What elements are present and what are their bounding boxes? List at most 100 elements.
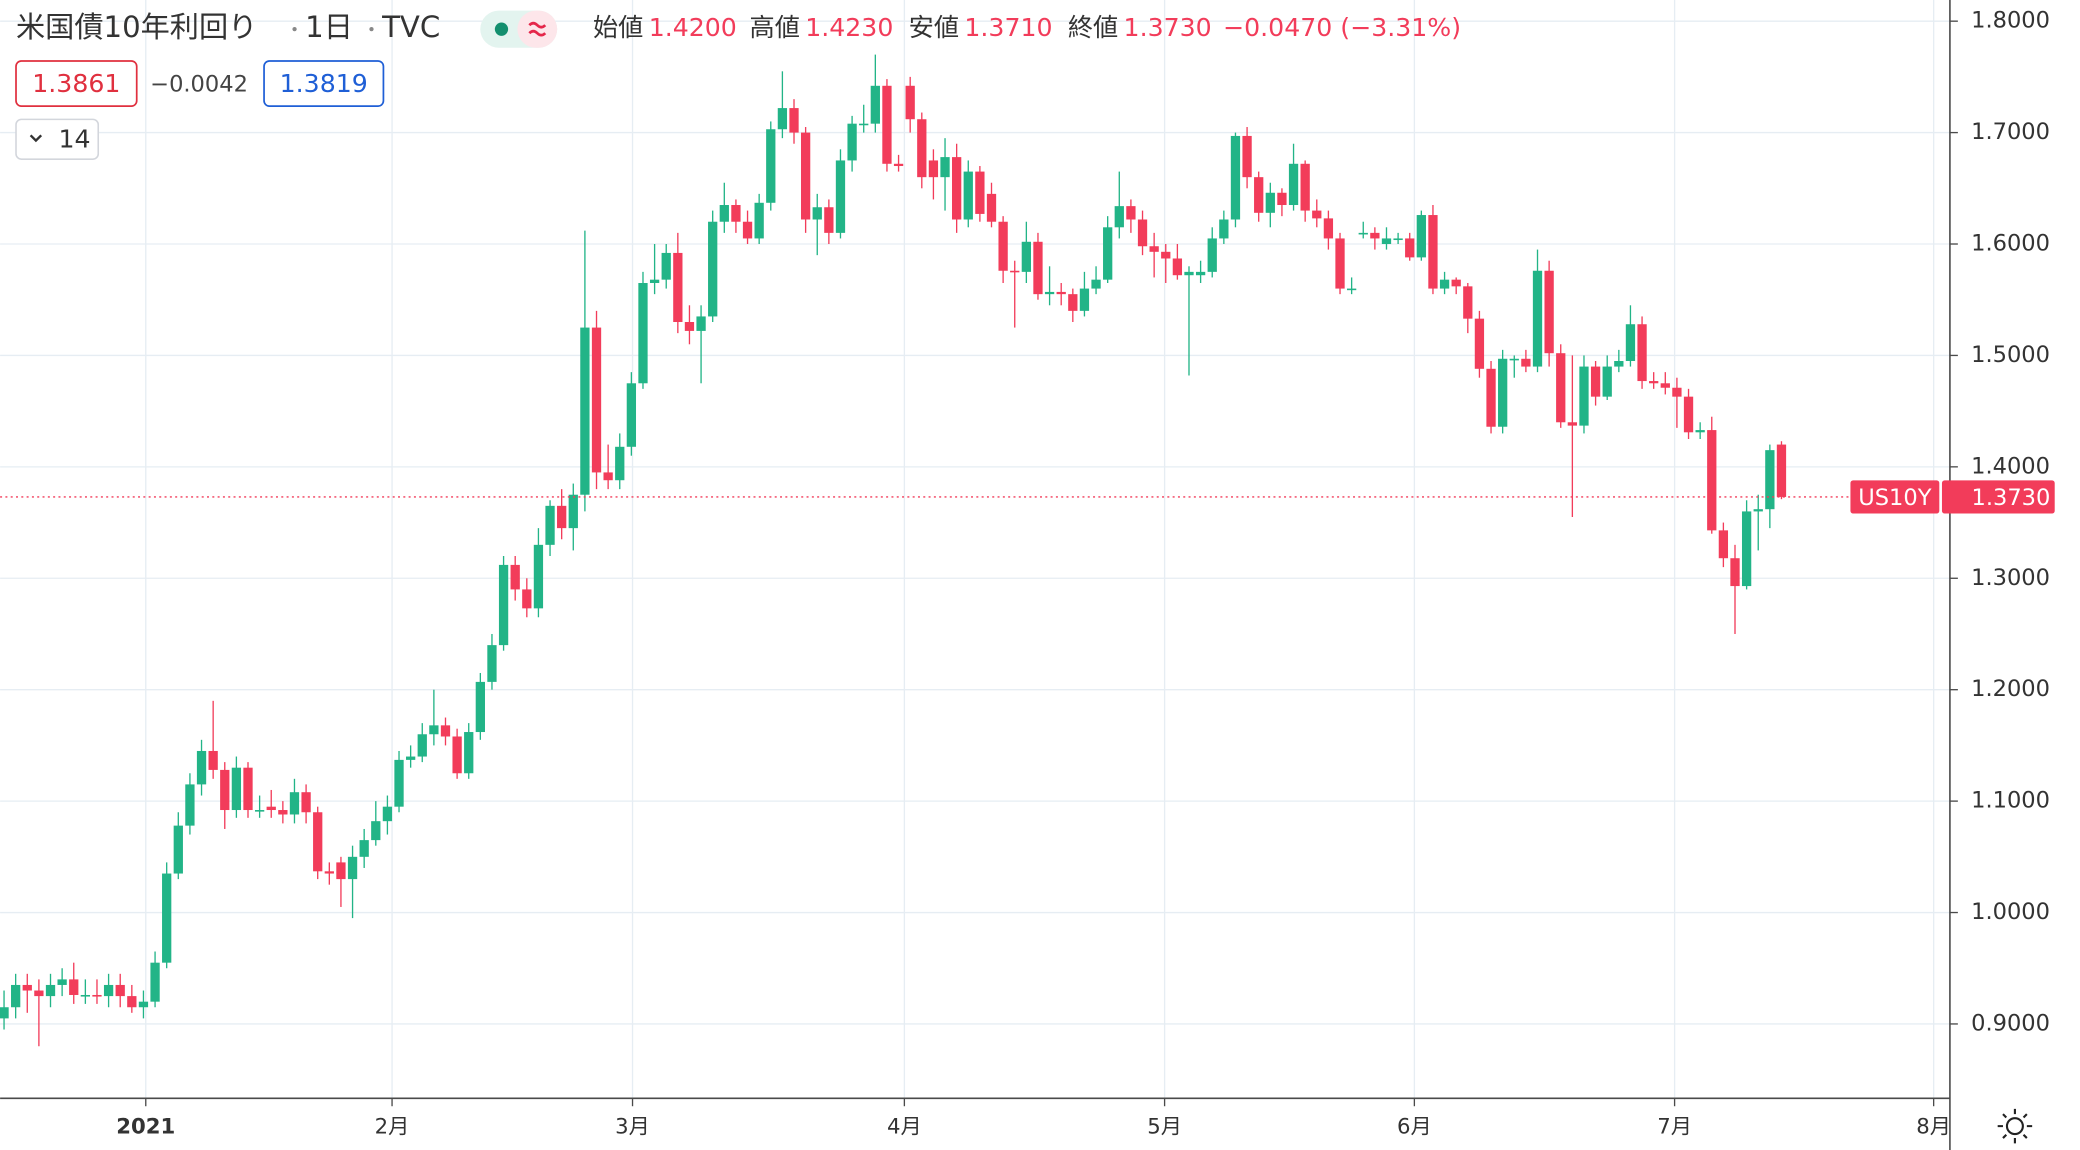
y-tick-label: 1.0000 <box>1971 899 2050 925</box>
candle-body <box>1637 324 1647 382</box>
candle-body <box>359 840 369 857</box>
candle-body <box>1614 361 1624 367</box>
candle-body <box>371 821 381 841</box>
candle-body <box>1137 219 1148 247</box>
candle-body <box>1172 258 1183 276</box>
candle-body <box>1521 358 1531 367</box>
y-tick-label: 1.7000 <box>1971 119 2050 145</box>
chevron <box>29 134 43 143</box>
delay-icon <box>528 21 547 37</box>
candle-body <box>568 494 578 529</box>
candle-body <box>1126 206 1136 220</box>
y-tick-label: 1.2000 <box>1971 676 2050 702</box>
last-price-tag: 1.3730 <box>1972 485 2051 511</box>
candle-body <box>1358 232 1368 235</box>
candle-body <box>1405 238 1415 258</box>
candle-body <box>220 769 230 811</box>
ohlc-legend: 始値 1.4200 高値 1.4230 安値 1.3710 終値 1.3730 <box>593 13 1212 42</box>
candle-body <box>1695 430 1705 433</box>
candle-body <box>1010 270 1020 273</box>
symbol-tag-bg <box>1850 480 1940 514</box>
bid-box[interactable] <box>15 60 138 107</box>
candle-body <box>649 279 660 284</box>
candle-body <box>115 984 125 997</box>
candle-body <box>1207 238 1217 272</box>
candle-body <box>847 123 857 161</box>
interval[interactable]: 1日 <box>305 10 353 44</box>
candle-body <box>498 564 509 646</box>
candle-body <box>812 207 822 220</box>
x-tick-label: 4月 <box>887 1114 922 1139</box>
candle-body <box>196 750 207 785</box>
sun-core <box>2005 1117 2024 1136</box>
candle-body <box>638 283 648 384</box>
settings-icon[interactable] <box>1997 1108 2033 1144</box>
candle-body <box>754 202 764 239</box>
candle-body <box>394 759 404 807</box>
grid <box>0 0 1950 1099</box>
candle-body <box>719 205 729 222</box>
candle-body <box>1265 192 1275 213</box>
candle-body <box>324 871 334 874</box>
ohlc-name: 安値 <box>909 13 959 42</box>
bid: 1.3861 <box>32 69 120 98</box>
candle-body <box>243 767 253 811</box>
y-tick-label: 0.9000 <box>1971 1010 2050 1036</box>
candle-body <box>545 505 555 545</box>
candle-body <box>1765 450 1775 510</box>
candle-body <box>1776 444 1787 497</box>
y-tick-label: 1.6000 <box>1971 231 2050 257</box>
candle-body <box>1079 288 1090 311</box>
candle-body <box>1381 238 1392 245</box>
candle-body <box>185 784 195 826</box>
candles <box>0 54 1787 1047</box>
candle-body <box>1439 279 1450 289</box>
ask-box[interactable] <box>263 60 385 107</box>
candle-body <box>510 564 520 590</box>
candle-body <box>603 472 613 481</box>
candle-body <box>882 85 892 164</box>
candle-body <box>766 129 776 203</box>
x-tick-label: 5月 <box>1147 1114 1182 1139</box>
candle-body <box>1370 232 1380 239</box>
candle-body <box>673 252 683 323</box>
candle-body <box>162 873 172 963</box>
candle-body <box>1602 366 1612 397</box>
candle-body <box>591 327 602 473</box>
price-tag: US10Y 1.3730 <box>0 480 2055 514</box>
separator-dot <box>292 27 297 32</box>
candle-body <box>1683 396 1694 433</box>
candle-body <box>626 383 637 447</box>
sun-rays <box>1997 1108 2033 1144</box>
candle-body <box>1428 215 1438 289</box>
last-price-tag-bg <box>1941 480 2055 514</box>
candle-body <box>1254 177 1264 213</box>
candle-body <box>1509 358 1519 361</box>
candle-body <box>835 160 846 233</box>
x-tick-label: 2月 <box>375 1114 410 1139</box>
candle-body <box>103 984 114 997</box>
candle-body <box>824 207 834 233</box>
candle-body <box>580 327 590 495</box>
ohlc-name: 始値 <box>593 13 643 42</box>
candle-body <box>1649 381 1659 384</box>
spread: −0.0042 <box>150 71 248 97</box>
candle-body <box>278 810 288 815</box>
candle-body <box>254 810 265 812</box>
candle-body <box>940 157 950 178</box>
candle-body <box>92 994 102 997</box>
candle-body <box>69 979 79 995</box>
candle-body <box>905 85 915 120</box>
candle-body <box>1393 238 1403 241</box>
candle-body <box>57 979 67 985</box>
indicators-toggle[interactable] <box>15 118 100 160</box>
candle-body <box>22 984 32 991</box>
candle-body <box>1277 192 1287 206</box>
candle-body <box>522 589 532 609</box>
candle-body <box>963 171 973 220</box>
candle-body <box>406 756 416 760</box>
status-pill[interactable] <box>480 10 558 48</box>
candle-body <box>533 544 544 609</box>
candle-body <box>1718 530 1729 559</box>
